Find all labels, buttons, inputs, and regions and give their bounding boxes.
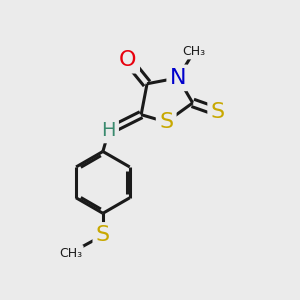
Text: H: H [101, 122, 116, 140]
Text: S: S [159, 112, 173, 132]
Text: S: S [96, 225, 110, 245]
Text: O: O [119, 50, 137, 70]
Text: CH₃: CH₃ [183, 45, 206, 58]
Text: CH₃: CH₃ [59, 247, 82, 260]
Text: S: S [211, 102, 225, 122]
Text: N: N [170, 68, 186, 88]
